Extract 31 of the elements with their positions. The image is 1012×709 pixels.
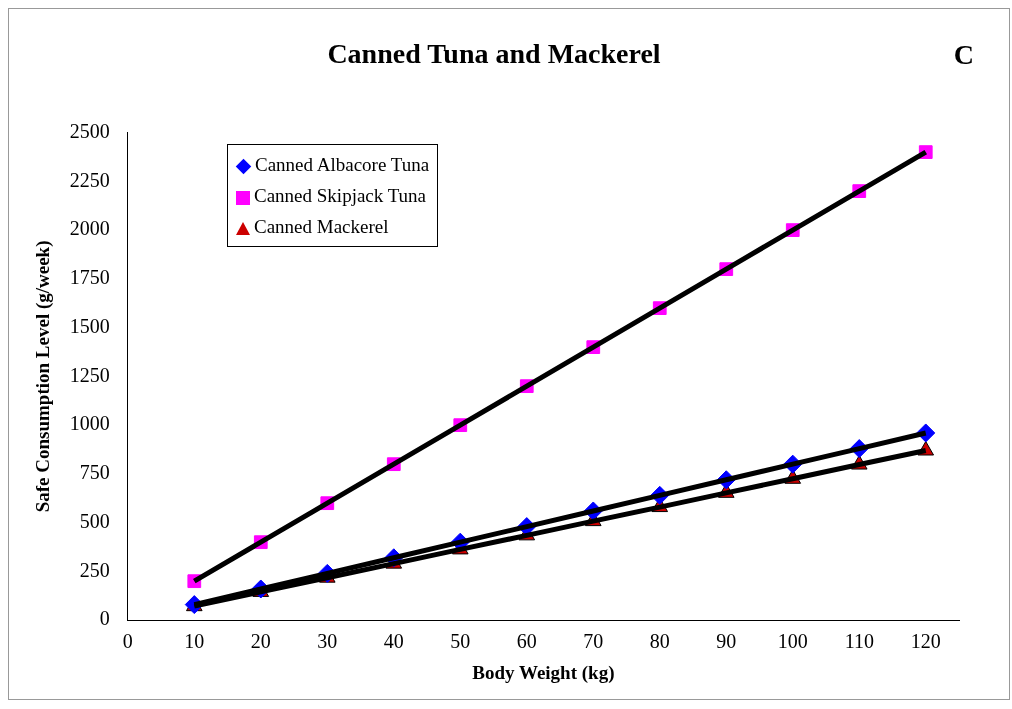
chart-title: Canned Tuna and Mackerel	[327, 38, 661, 70]
x-tick-label: 120	[910, 630, 941, 653]
x-tick-label: 100	[777, 630, 808, 653]
x-tick-label: 50	[450, 630, 471, 653]
x-tick-label: 20	[250, 630, 271, 653]
x-tick-label: 0	[122, 630, 133, 653]
y-tick-label: 250	[79, 558, 110, 581]
y-tick-label: 2500	[69, 119, 110, 142]
y-tick-label: 1500	[69, 314, 110, 337]
x-tick-label: 80	[649, 630, 670, 653]
x-tick-label: 60	[516, 630, 537, 653]
legend-label: Canned Mackerel	[254, 216, 389, 237]
x-tick-label: 40	[383, 630, 404, 653]
y-tick-label: 1250	[69, 363, 110, 386]
x-tick-label: 30	[317, 630, 338, 653]
y-tick-label: 0	[99, 607, 110, 630]
x-tick-label: 90	[716, 630, 737, 653]
y-tick-label: 1000	[69, 412, 110, 435]
x-tick-label: 10	[184, 630, 205, 653]
legend-label: Canned Skipjack Tuna	[254, 185, 427, 206]
text: C	[953, 39, 974, 71]
x-axis-title: Body Weight (kg)	[472, 661, 615, 684]
y-tick-label: 750	[79, 461, 110, 484]
y-axis-title: Safe Consumption Level (g/week)	[32, 240, 55, 513]
x-tick-label: 70	[583, 630, 604, 653]
y-tick-label: 2000	[69, 217, 110, 240]
y-tick-label: 2250	[69, 168, 110, 191]
y-tick-label: 1750	[69, 266, 110, 289]
x-tick-label: 110	[844, 630, 874, 653]
legend-label: Canned Albacore Tuna	[255, 154, 430, 175]
y-tick-label: 500	[79, 509, 110, 532]
